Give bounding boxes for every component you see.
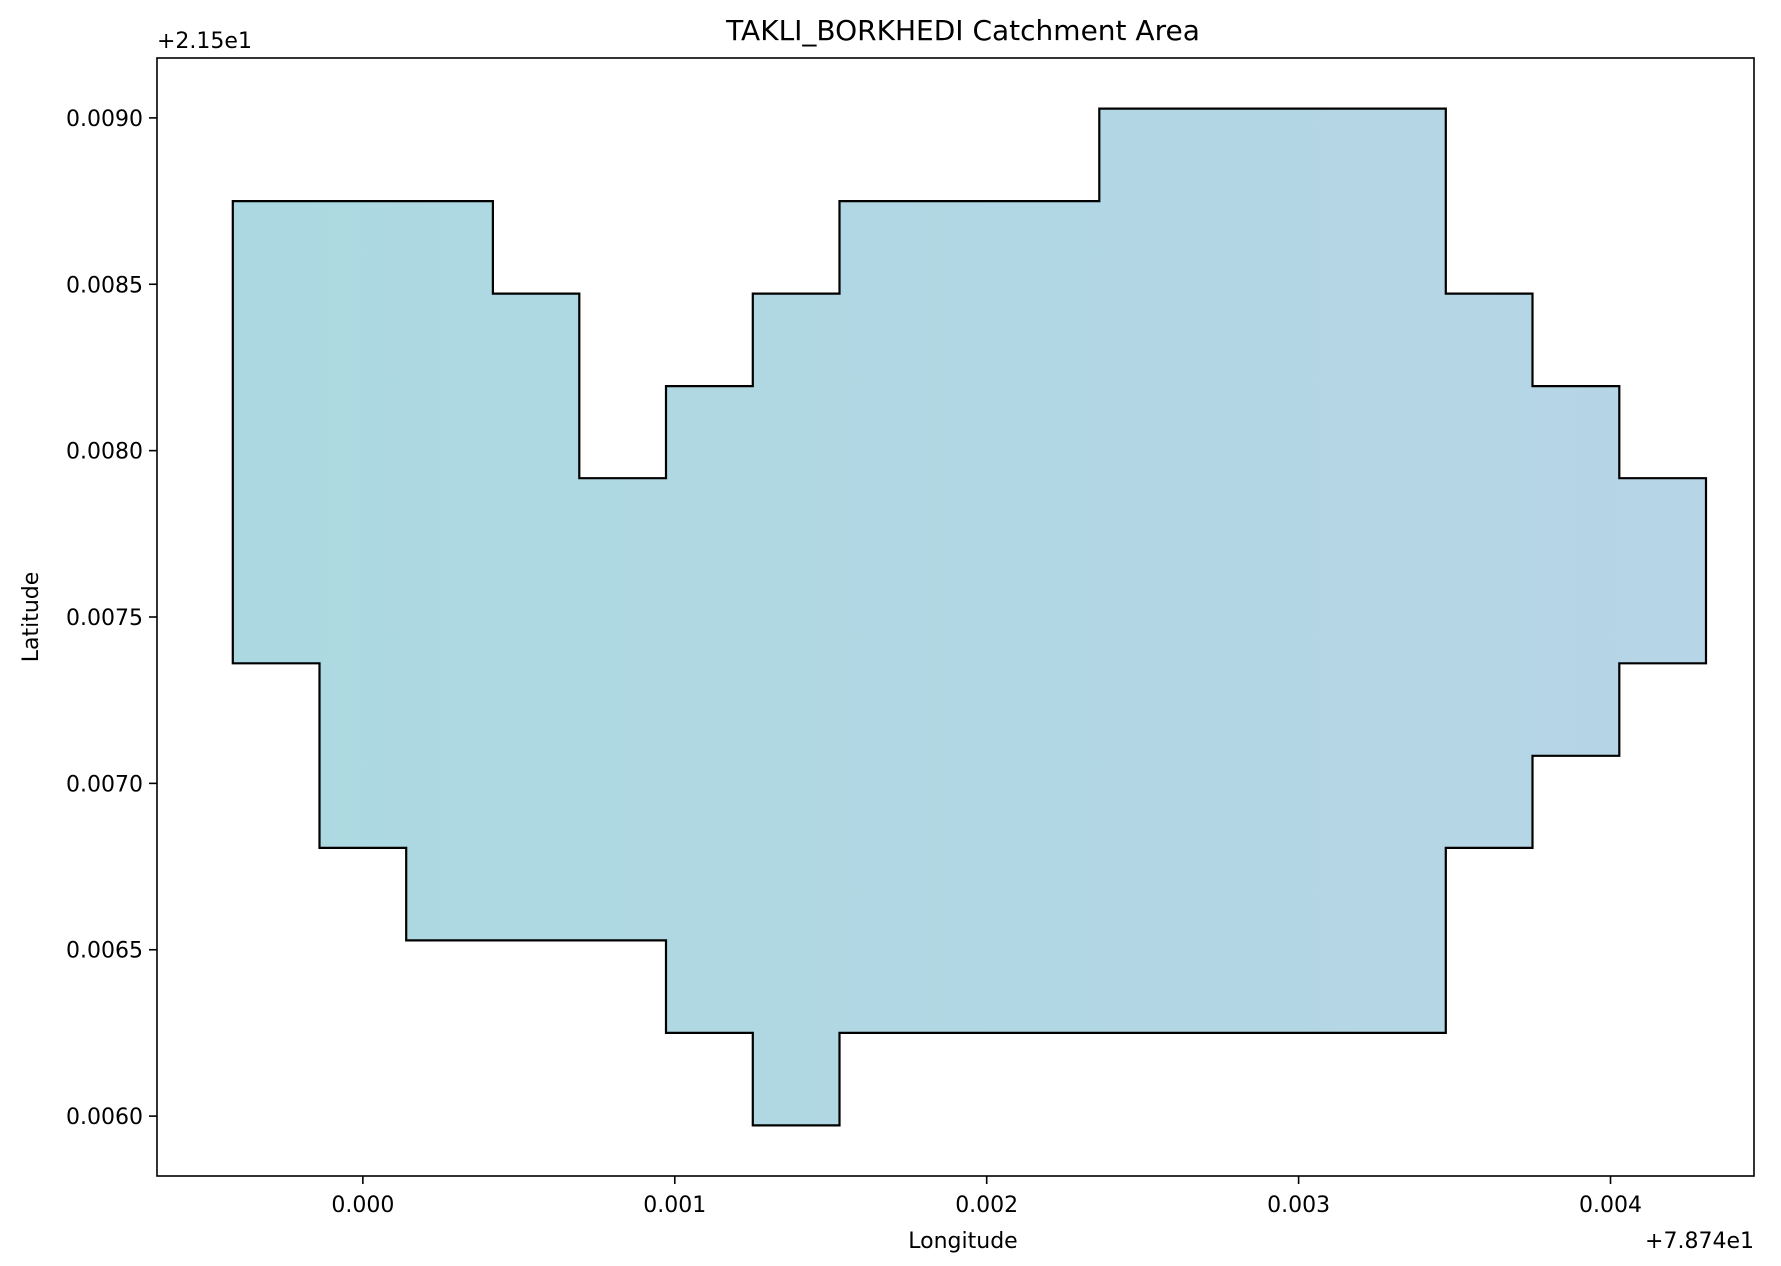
y-tick-label: 0.0075 xyxy=(66,606,143,631)
chart-title: TAKLI_BORKHEDI Catchment Area xyxy=(725,14,1200,47)
y-tick-label: 0.0070 xyxy=(66,772,143,797)
x-offset-text: +7.874e1 xyxy=(1645,1229,1754,1254)
x-tick-label: 0.003 xyxy=(1267,1193,1330,1218)
y-tick-label: 0.0060 xyxy=(66,1105,143,1130)
plot-area xyxy=(231,107,1708,1127)
y-axis-label: Latitude xyxy=(19,572,44,663)
x-tick-label: 0.000 xyxy=(331,1193,394,1218)
catchment-polygon xyxy=(231,107,1708,1127)
y-offset-text: +2.15e1 xyxy=(157,29,252,54)
y-tick-label: 0.0080 xyxy=(66,440,143,465)
y-axis: 0.0060 0.0065 0.0070 0.0075 0.0080 0.0085 0.00… xyxy=(66,107,157,1130)
x-tick-label: 0.004 xyxy=(1579,1193,1642,1218)
y-tick-label: 0.0085 xyxy=(66,273,143,298)
x-axis-label: Longitude xyxy=(908,1229,1017,1254)
x-tick-label: 0.001 xyxy=(643,1193,706,1218)
x-tick-label: 0.002 xyxy=(955,1193,1018,1218)
x-axis: 0.000 0.001 0.002 0.003 0.004 xyxy=(331,1176,1642,1218)
y-tick-label: 0.0065 xyxy=(66,939,143,964)
y-tick-label: 0.0090 xyxy=(66,107,143,132)
